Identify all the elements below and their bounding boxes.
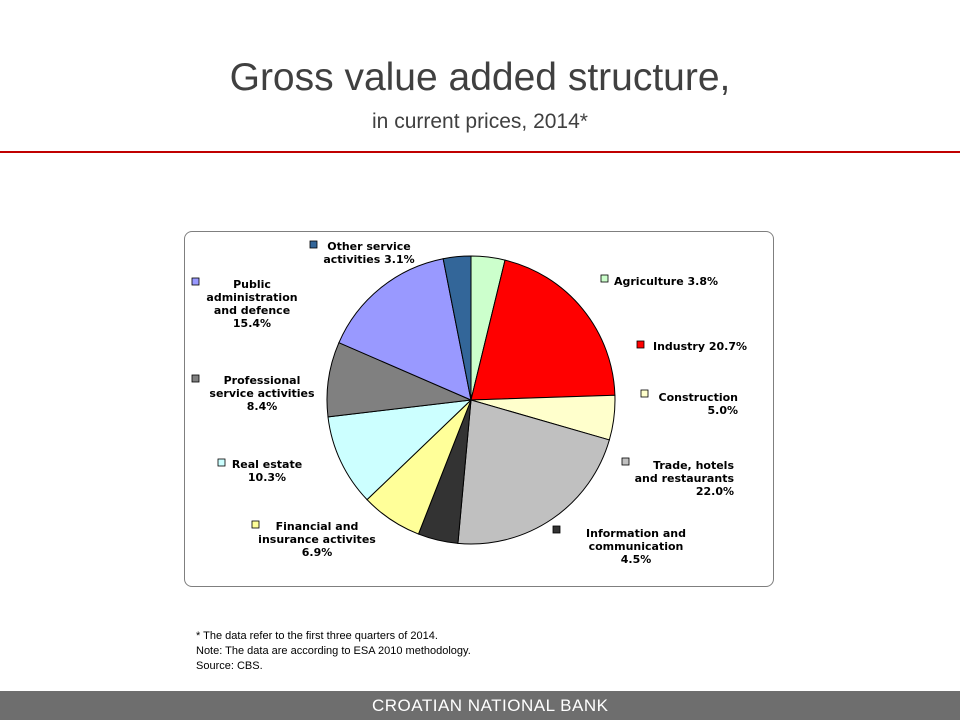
footer-bank-name: CROATIAN NATIONAL BANK <box>372 696 609 715</box>
pie-slice <box>338 258 472 401</box>
slide-title: Gross value added structure, <box>229 56 731 99</box>
slide-subtitle: in current prices, 2014* <box>372 110 588 133</box>
slice-label: Information and communication 4.5% <box>586 527 686 566</box>
slice-marker <box>640 389 649 398</box>
slice-label: Professional service activities 8.4% <box>209 374 315 413</box>
slice-marker <box>251 520 260 529</box>
slice-marker <box>309 240 318 249</box>
slice-marker <box>217 458 226 467</box>
slice-marker <box>552 525 561 534</box>
slice-label: Trade, hotels and restaurants 22.0% <box>635 459 735 498</box>
pie-chart: Agriculture 3.8% Industry 20.7% Constructi… <box>191 240 747 566</box>
pie-slice <box>470 259 616 401</box>
slice-marker <box>636 340 645 349</box>
pie-slice <box>457 399 610 545</box>
title-divider <box>0 151 960 153</box>
pie-slice <box>327 399 473 501</box>
footer-bar <box>0 691 960 720</box>
slice-marker <box>621 457 630 466</box>
footnote-data-period: * The data refer to the first three quar… <box>196 630 438 642</box>
slice-label: Construction 5.0% <box>659 391 738 417</box>
slice-marker <box>600 274 609 283</box>
footnote-source: Source: CBS. <box>196 660 263 672</box>
footnotes: * The data refer to the first three quar… <box>196 629 471 674</box>
slice-marker <box>191 277 200 286</box>
footnote-methodology: Note: The data are according to ESA 2010… <box>196 645 471 657</box>
pie-slice <box>442 255 472 401</box>
slice-label: Other service activities 3.1% <box>323 240 414 266</box>
slice-marker <box>191 374 200 383</box>
slice-label: Real estate 10.3% <box>232 458 302 484</box>
slice-label: Agriculture 3.8% <box>614 275 718 288</box>
slice-label: Industry 20.7% <box>653 340 747 353</box>
slice-label: Public administration and defence 15.4% <box>206 278 297 330</box>
slice-label: Financial and insurance activites 6.9% <box>258 520 376 559</box>
